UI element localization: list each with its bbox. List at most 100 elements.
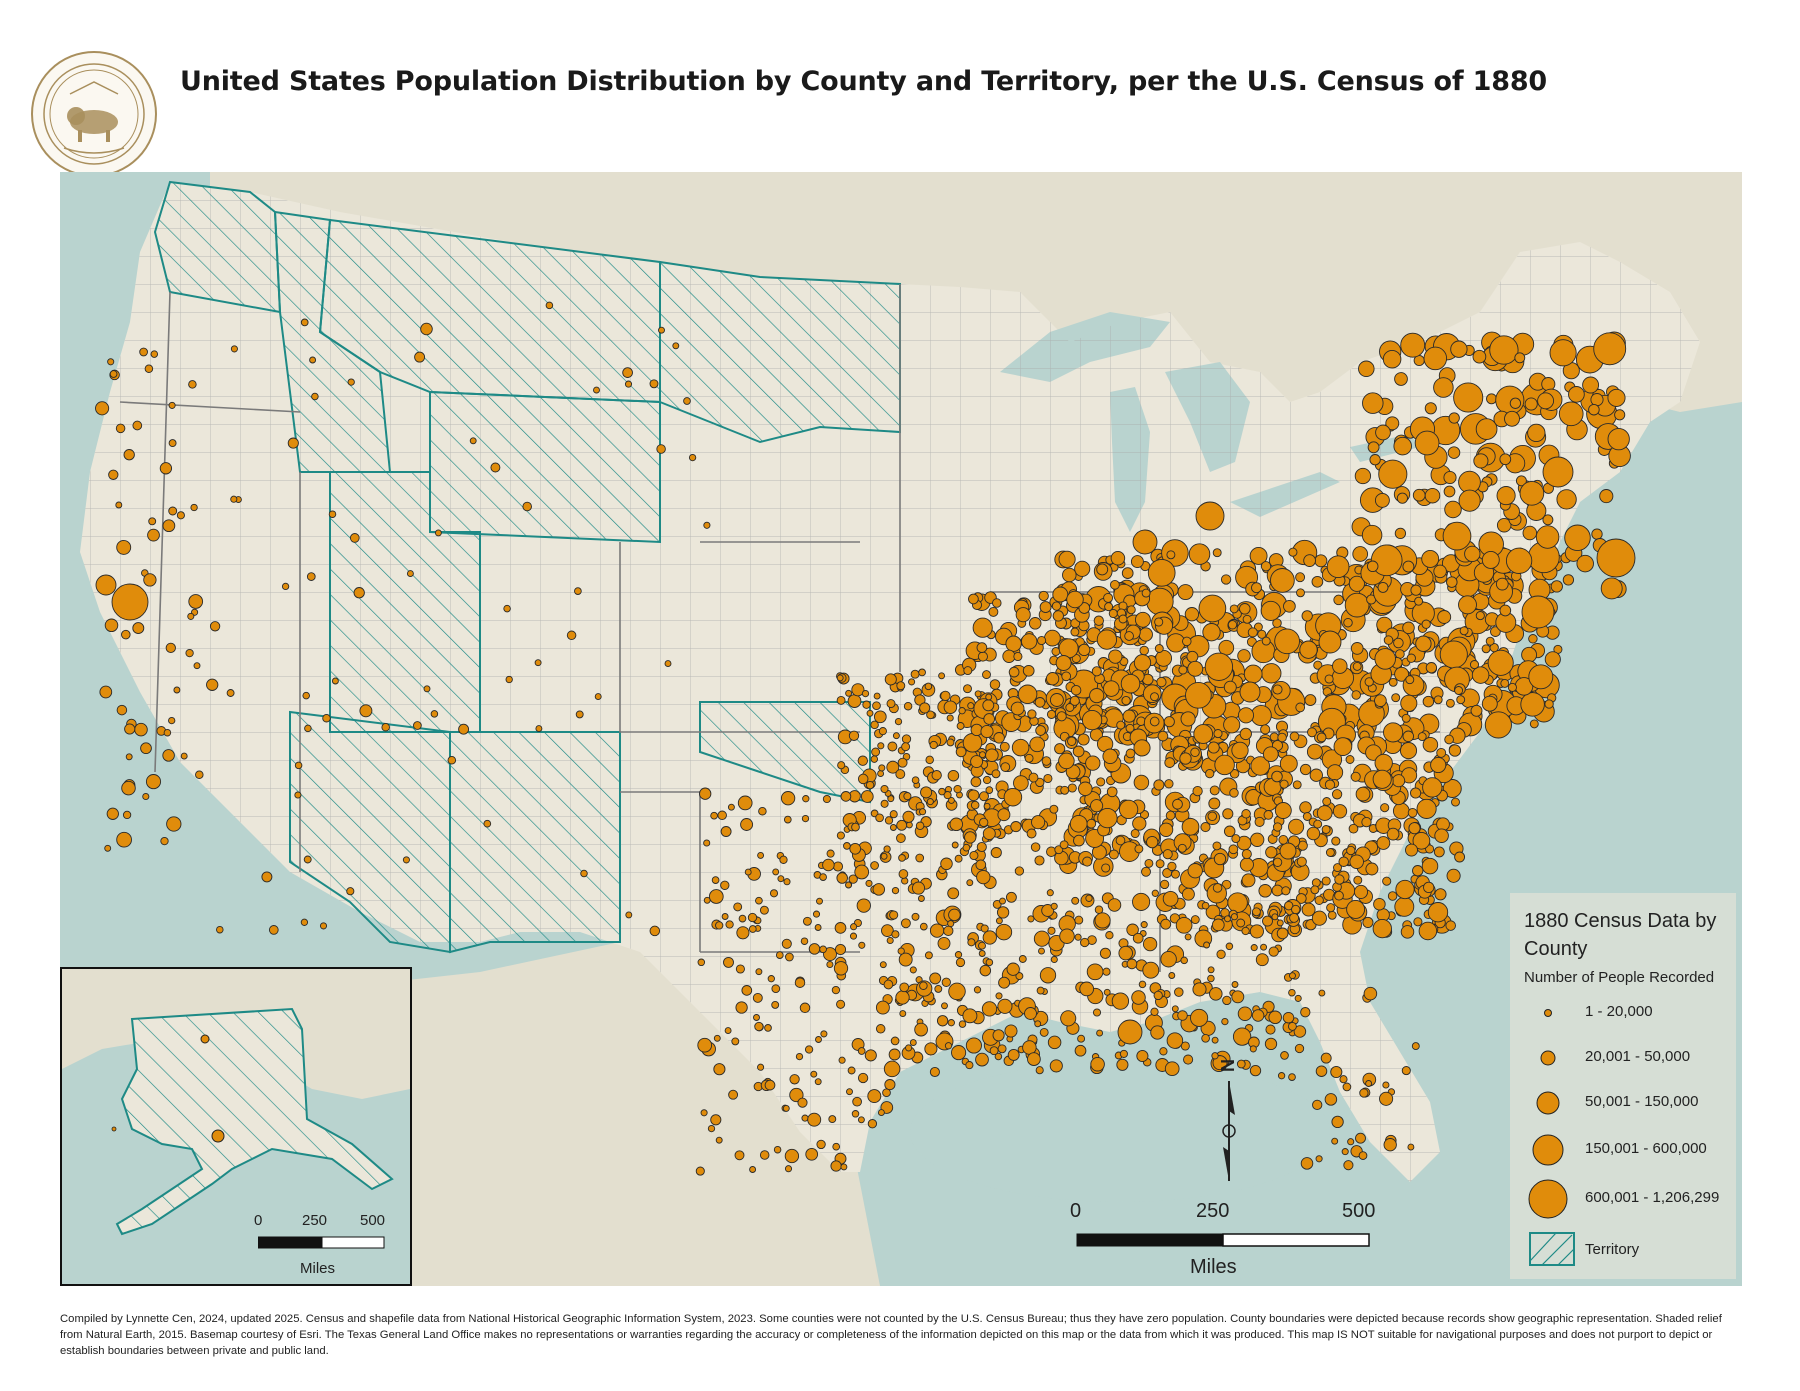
county-dot: [1614, 409, 1626, 421]
county-dot: [574, 587, 582, 595]
county-dot: [1302, 812, 1312, 821]
county-dot: [1446, 868, 1461, 883]
county-dot: [1041, 756, 1052, 766]
county-dot: [727, 803, 735, 811]
county-dot: [1223, 716, 1241, 734]
county-dot: [799, 1002, 811, 1014]
county-dot: [188, 380, 197, 389]
county-dot: [1372, 769, 1392, 789]
county-dot: [905, 821, 913, 829]
county-dot: [1126, 923, 1139, 937]
county-dot: [1416, 798, 1437, 819]
county-dot: [1414, 430, 1440, 456]
county-dot: [733, 902, 743, 912]
county-dot: [1495, 577, 1509, 591]
county-dot: [1499, 604, 1512, 617]
county-dot: [1295, 702, 1306, 713]
county-dot: [848, 874, 858, 884]
county-dot: [914, 1022, 928, 1037]
county-dot: [713, 1034, 721, 1042]
county-dot: [1407, 807, 1418, 818]
county-dot: [656, 444, 666, 454]
county-dot: [1251, 582, 1262, 594]
county-dot: [1101, 863, 1111, 873]
county-dot: [1190, 915, 1200, 925]
county-dot: [1306, 826, 1321, 841]
county-dot: [1227, 620, 1238, 630]
county-dot: [1444, 500, 1462, 519]
county-dot: [965, 1061, 974, 1070]
county-dot: [1412, 865, 1424, 877]
county-dot: [434, 529, 442, 537]
county-dot: [710, 1114, 722, 1126]
county-dot: [1250, 756, 1270, 776]
county-dot: [951, 1045, 967, 1061]
county-dot: [1125, 723, 1135, 733]
county-dot: [1014, 866, 1025, 876]
county-dot: [1433, 564, 1447, 579]
legend-dot-2: [1540, 1050, 1556, 1066]
county-dot: [865, 780, 875, 790]
county-dot: [1350, 642, 1364, 655]
county-dot: [759, 1150, 770, 1160]
alaska-inset-map[interactable]: [60, 967, 412, 1286]
county-dot: [772, 868, 780, 876]
county-dot: [522, 501, 532, 512]
county-dot: [1133, 774, 1150, 791]
county-dot: [230, 345, 238, 353]
county-dot: [953, 784, 962, 794]
county-dot: [865, 879, 873, 887]
county-dot: [1358, 1151, 1368, 1160]
county-dot: [992, 598, 1002, 608]
legend-class-3: 50,001 - 150,000: [1510, 1083, 1736, 1123]
county-dot: [1265, 1024, 1276, 1035]
county-dot: [734, 1150, 745, 1161]
county-dot: [812, 910, 821, 918]
county-dot: [1202, 623, 1221, 642]
county-dot: [748, 925, 757, 933]
county-dot: [1520, 692, 1545, 717]
county-dot: [1239, 727, 1252, 741]
county-dot: [974, 690, 982, 698]
county-dot: [1237, 707, 1255, 724]
county-dot: [947, 769, 960, 782]
county-dot: [1092, 1008, 1102, 1017]
north-arrow-icon: N: [1212, 1055, 1246, 1185]
county-dot: [834, 922, 847, 934]
county-dot: [1027, 709, 1037, 719]
county-dot: [1236, 1059, 1246, 1069]
county-dot: [925, 755, 934, 765]
county-dot: [1542, 514, 1554, 526]
county-dot: [309, 356, 317, 364]
county-dot: [1412, 831, 1431, 850]
county-dot: [1177, 1010, 1188, 1021]
county-dot: [1260, 943, 1268, 951]
county-dot: [139, 347, 148, 357]
county-dot: [1294, 994, 1302, 1002]
county-dot: [983, 802, 991, 810]
county-dot: [723, 956, 734, 968]
county-dot: [1185, 681, 1212, 709]
county-dot: [1361, 816, 1372, 828]
county-dot: [857, 1047, 866, 1055]
county-dot: [911, 912, 920, 921]
county-dot: [968, 593, 979, 605]
county-dot: [710, 811, 718, 820]
county-dot: [490, 462, 501, 473]
county-dot: [1541, 377, 1556, 392]
main-map[interactable]: [60, 172, 1742, 1286]
county-dot: [1387, 891, 1398, 901]
county-dot: [1447, 446, 1461, 459]
county-dot: [847, 694, 862, 708]
county-dot: [1103, 592, 1114, 603]
county-dot: [744, 868, 752, 876]
county-dot: [962, 843, 971, 852]
county-dot: [1529, 719, 1539, 729]
county-dot: [1239, 857, 1254, 872]
county-dot: [1146, 587, 1174, 616]
county-dot: [1180, 1041, 1190, 1051]
county-dot: [695, 1166, 705, 1176]
county-dot: [808, 943, 821, 955]
county-dot: [1276, 919, 1284, 927]
county-dot: [1295, 572, 1306, 583]
